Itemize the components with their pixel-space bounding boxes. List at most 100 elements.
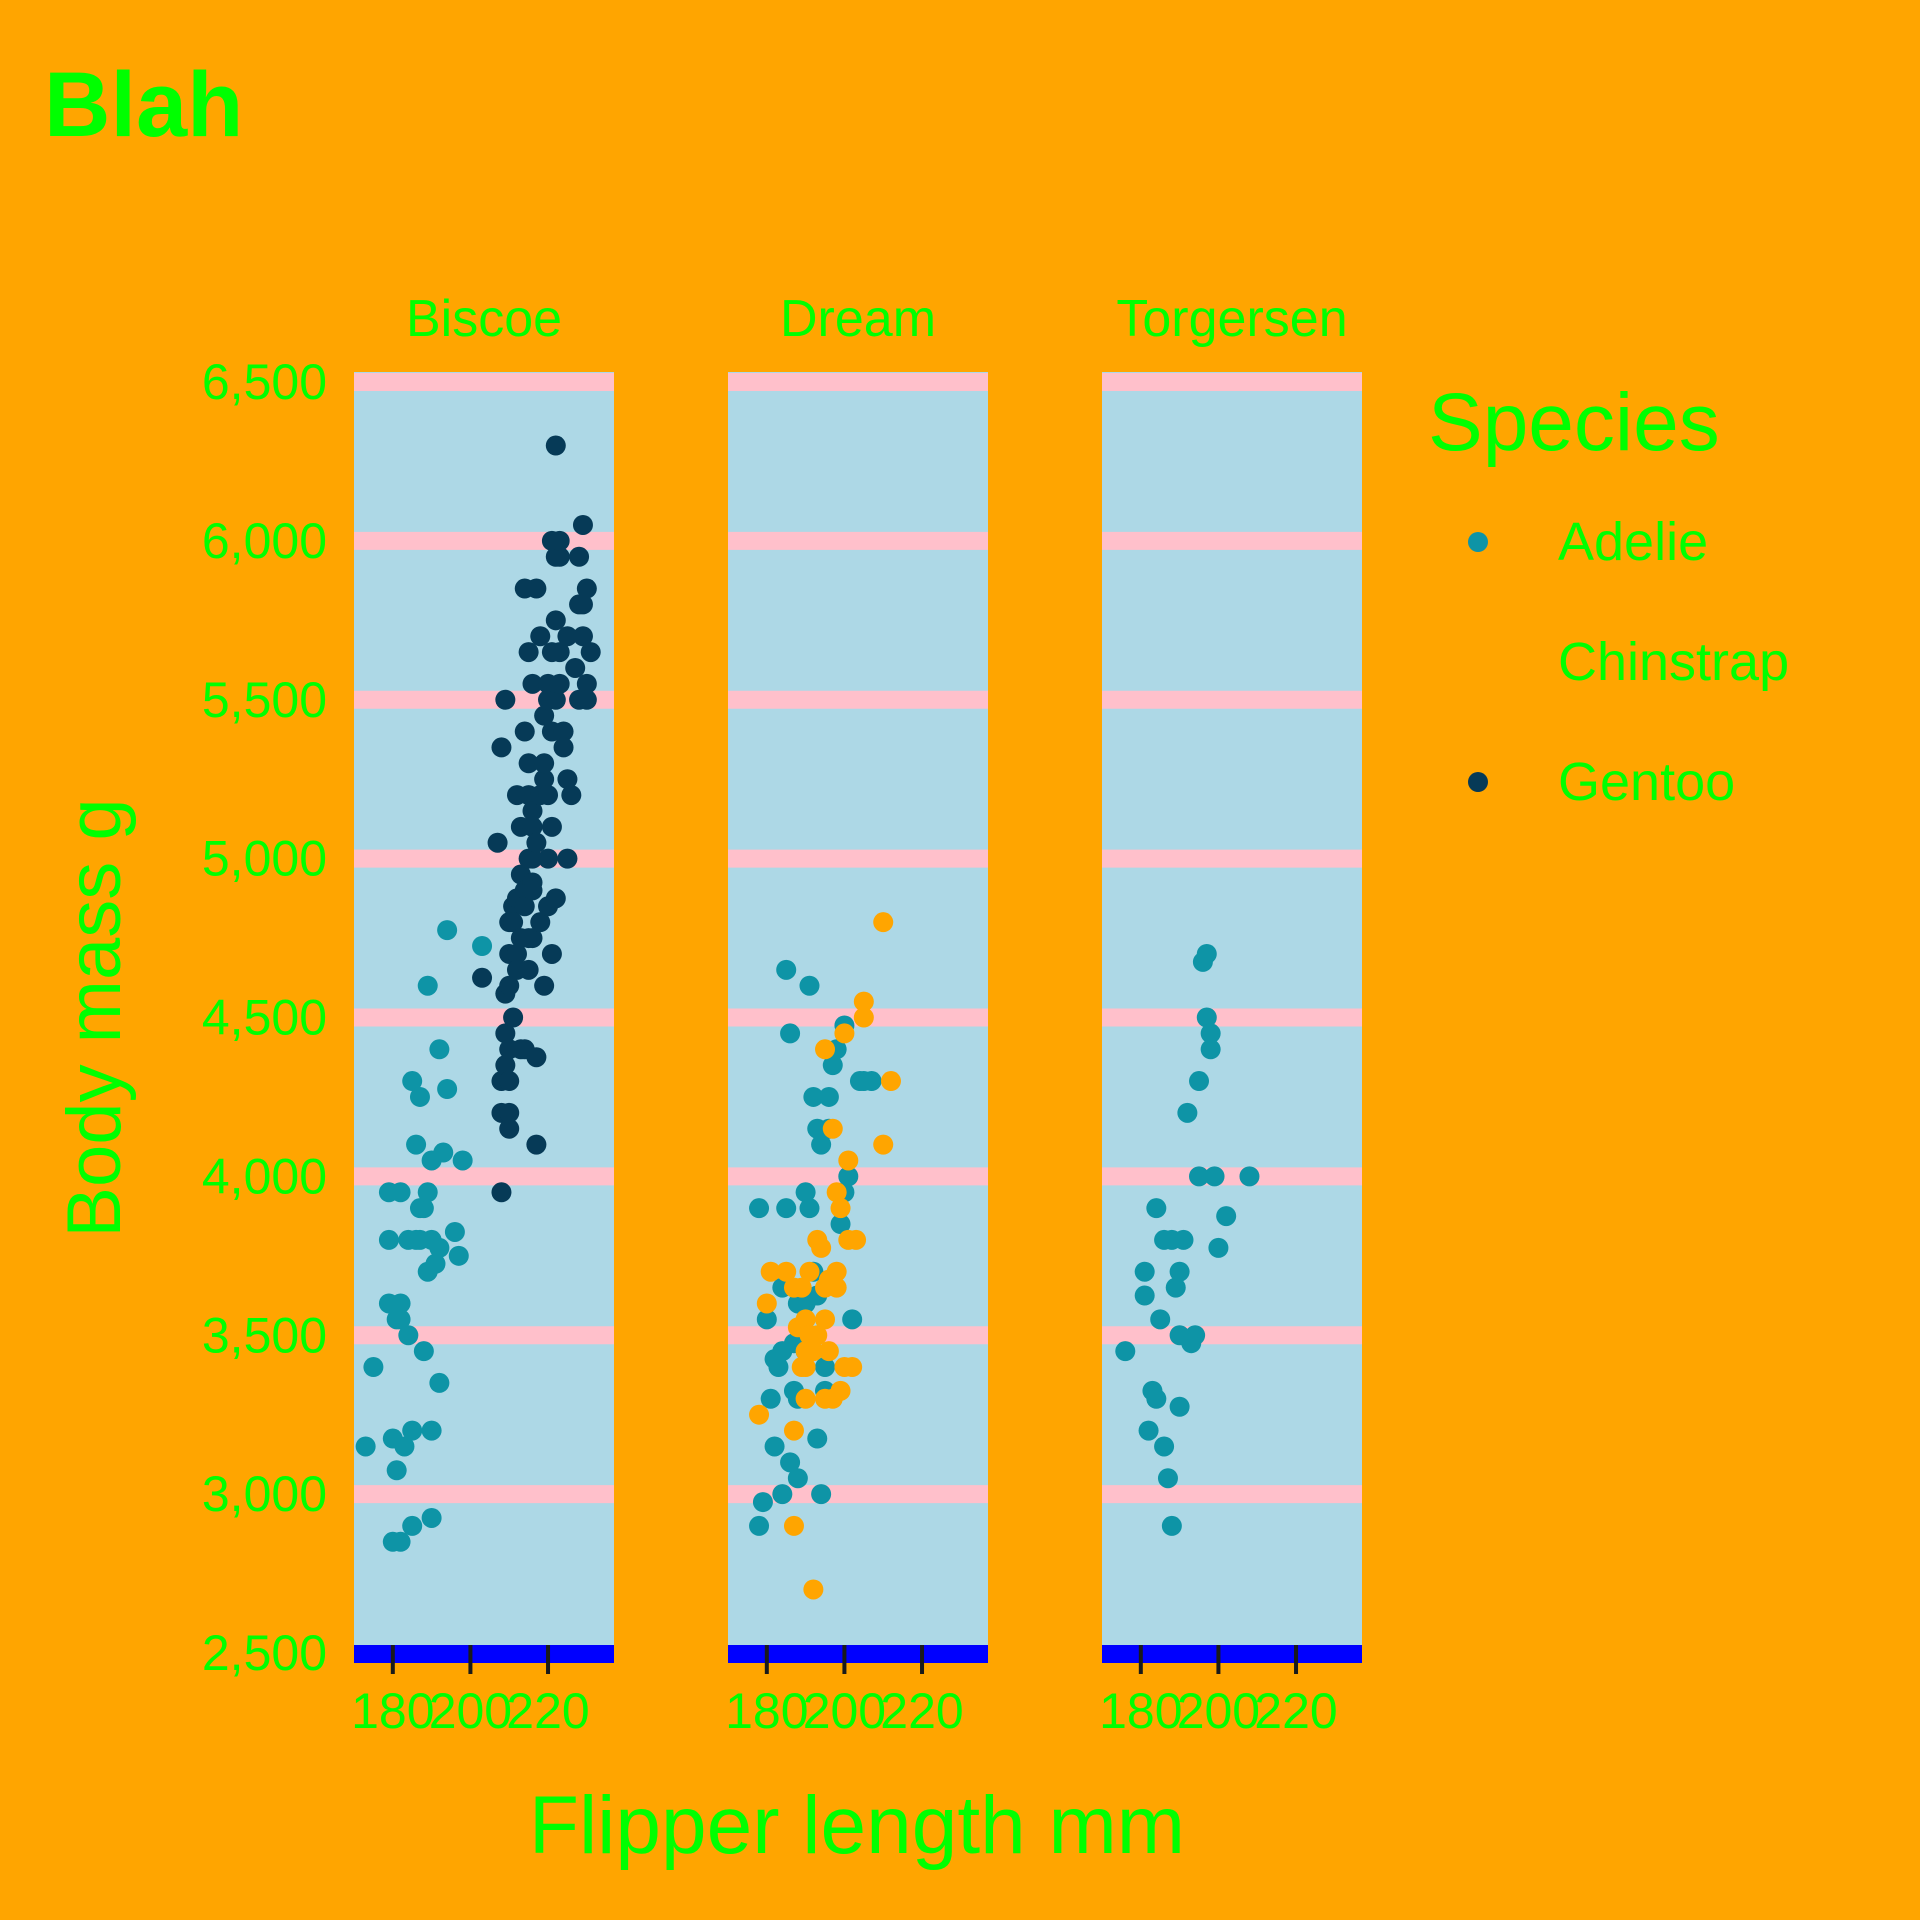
data-point-gentoo: [538, 785, 559, 806]
y-gridline: [728, 849, 988, 868]
data-point-gentoo: [534, 753, 555, 774]
data-point-adelie: [429, 1372, 450, 1393]
data-point-gentoo: [472, 967, 493, 988]
y-gridline: [728, 373, 988, 391]
data-point-gentoo: [514, 721, 535, 742]
data-point-gentoo: [495, 689, 516, 710]
x-tick-label: 200: [429, 1683, 512, 1739]
data-point-adelie: [815, 1357, 836, 1378]
legend-label-gentoo: Gentoo: [1558, 752, 1735, 812]
y-tick-label: 5,000: [202, 831, 327, 887]
data-point-adelie: [780, 1023, 801, 1044]
y-axis: 2,500 3,000 3,500 4,000 4,500 5,000 5,500 6,000…: [202, 354, 327, 1681]
data-point-adelie: [1146, 1198, 1167, 1219]
data-point-gentoo: [495, 1055, 516, 1076]
data-point-adelie: [429, 1039, 450, 1060]
data-point-gentoo: [538, 848, 559, 869]
data-point-gentoo: [526, 1134, 547, 1155]
data-point-chinstrap: [822, 1118, 843, 1139]
data-point-chinstrap: [873, 1134, 894, 1155]
data-point-gentoo: [565, 657, 586, 678]
data-point-adelie: [780, 1452, 801, 1473]
data-point-adelie: [1115, 1341, 1136, 1362]
data-point-adelie: [1196, 943, 1217, 964]
data-point-adelie: [1161, 1515, 1182, 1536]
data-point-chinstrap: [815, 1039, 836, 1060]
data-point-gentoo: [526, 1047, 547, 1068]
data-point-chinstrap: [803, 1579, 824, 1600]
data-point-gentoo: [522, 816, 543, 837]
x-tick-label: 180: [1099, 1683, 1182, 1739]
data-point-chinstrap: [830, 1380, 851, 1401]
data-point-adelie: [417, 975, 438, 996]
data-point-adelie: [1134, 1285, 1155, 1306]
data-point-chinstrap: [830, 1198, 851, 1219]
data-point-gentoo: [572, 626, 593, 647]
data-point-adelie: [795, 1182, 816, 1203]
data-point-adelie: [838, 1166, 859, 1187]
data-point-adelie: [402, 1420, 423, 1441]
data-point-chinstrap: [799, 1261, 820, 1282]
data-point-gentoo: [518, 753, 539, 774]
y-gridline: [728, 690, 988, 709]
data-point-adelie: [772, 1484, 793, 1505]
data-point-adelie: [861, 1071, 882, 1092]
x-tick-label: 220: [506, 1683, 589, 1739]
data-point-adelie: [378, 1229, 399, 1250]
y-tick-label: 4,000: [202, 1148, 327, 1204]
data-point-gentoo: [576, 578, 597, 599]
data-point-adelie: [830, 1214, 851, 1235]
data-point-adelie: [413, 1341, 434, 1362]
data-point-chinstrap: [815, 1309, 836, 1330]
data-point-adelie: [437, 920, 458, 941]
data-point-chinstrap: [760, 1261, 781, 1282]
y-gridline: [354, 531, 614, 550]
data-point-gentoo: [545, 888, 566, 909]
data-point-gentoo: [491, 1182, 512, 1203]
y-tick-label: 6,000: [202, 513, 327, 569]
y-gridline: [1102, 690, 1362, 709]
data-point-gentoo: [522, 928, 543, 949]
data-point-gentoo: [545, 689, 566, 710]
y-gridline: [354, 373, 614, 391]
y-axis-label: Body mass g: [52, 798, 137, 1237]
data-point-chinstrap: [826, 1277, 847, 1298]
data-point-adelie: [1154, 1436, 1175, 1457]
data-point-gentoo: [549, 530, 570, 551]
y-gridline: [728, 531, 988, 550]
data-point-chinstrap: [749, 1404, 770, 1425]
x-tick-label: 200: [803, 1683, 886, 1739]
x-tick-label: 220: [880, 1683, 963, 1739]
data-point-gentoo: [522, 800, 543, 821]
data-point-gentoo: [541, 943, 562, 964]
x-tick-label: 180: [351, 1683, 434, 1739]
data-point-adelie: [1150, 1309, 1171, 1330]
data-point-chinstrap: [846, 1229, 867, 1250]
data-point-gentoo: [545, 610, 566, 631]
data-point-adelie: [437, 1078, 458, 1099]
data-point-adelie: [448, 1245, 469, 1266]
data-point-adelie: [402, 1071, 423, 1092]
data-point-adelie: [787, 1468, 808, 1489]
data-point-adelie: [402, 1515, 423, 1536]
data-point-adelie: [1204, 1166, 1225, 1187]
legend-key-gentoo: [1468, 772, 1488, 792]
y-tick-label: 3,000: [202, 1466, 327, 1522]
data-point-adelie: [355, 1436, 376, 1457]
data-point-gentoo: [522, 673, 543, 694]
y-gridline: [728, 1485, 988, 1504]
data-point-adelie: [413, 1198, 434, 1219]
data-point-gentoo: [569, 546, 590, 567]
y-tick-label: 6,500: [202, 354, 327, 410]
facet-strip-label: Torgersen: [1116, 290, 1347, 348]
facet-strip-label: Biscoe: [406, 290, 562, 348]
y-tick-label: 5,500: [202, 672, 327, 728]
data-point-gentoo: [503, 1007, 524, 1028]
data-point-gentoo: [518, 642, 539, 663]
data-point-chinstrap: [834, 1023, 855, 1044]
data-point-gentoo: [576, 689, 597, 710]
data-point-adelie: [406, 1134, 427, 1155]
data-point-gentoo: [514, 896, 535, 917]
y-gridline: [354, 1167, 614, 1186]
